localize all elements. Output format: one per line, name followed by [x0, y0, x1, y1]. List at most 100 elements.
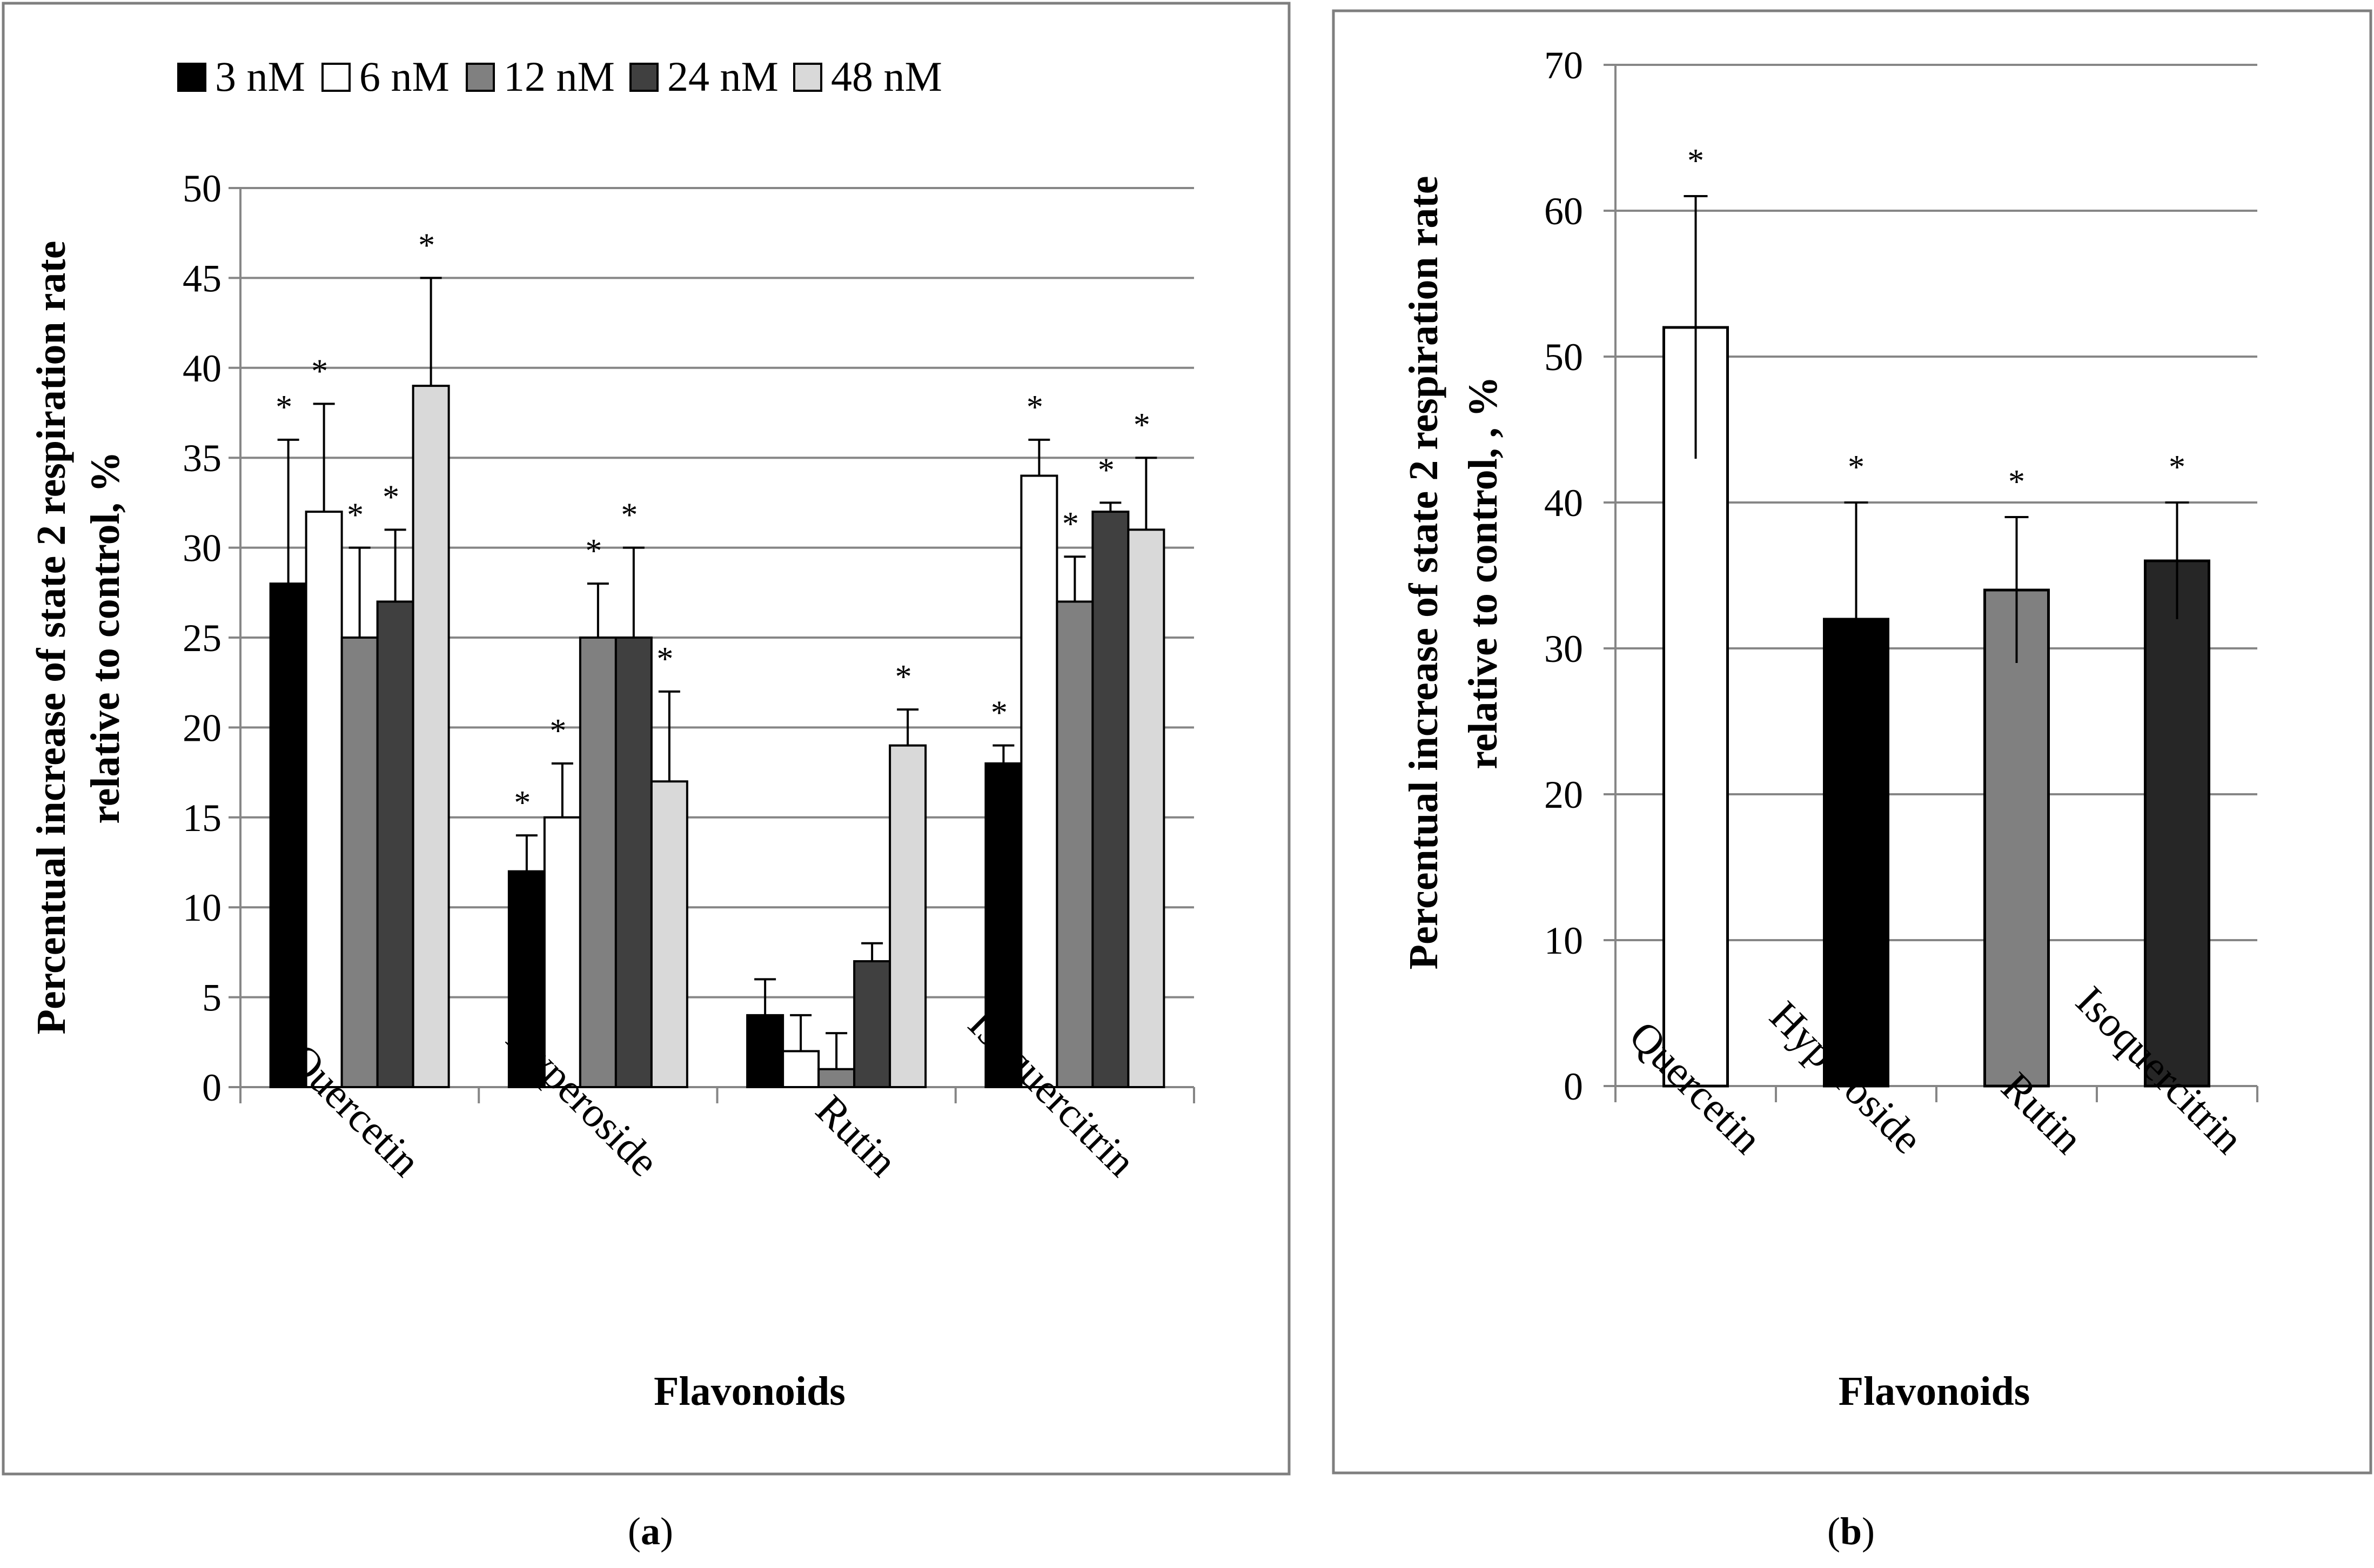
- legend-swatch: [466, 63, 495, 92]
- error-bar-hyperoside-24-nm: [622, 546, 645, 638]
- y-tick-label: 10: [1544, 919, 1583, 962]
- legend-item-6-nm: 6 nM: [321, 53, 450, 100]
- legend: 3 nM 6 nM 12 nM 24 nM 48 nM: [177, 53, 942, 100]
- y-axis-title: Percentual increase of state 2 respirati…: [29, 241, 128, 1035]
- significance-marker: *: [347, 497, 364, 534]
- y-tick-label: 70: [1544, 44, 1583, 87]
- legend-label: 3 nM: [215, 53, 305, 100]
- significance-marker: *: [1848, 449, 1865, 486]
- error-bar-hyperoside: [1844, 501, 1868, 736]
- legend-label: 24 nM: [667, 53, 779, 100]
- bar-quercetin-24-nm: [376, 600, 414, 1088]
- bar-quercetin-3-nm: [269, 582, 307, 1089]
- significance-marker: *: [418, 227, 435, 264]
- y-tick-label: 50: [183, 167, 222, 210]
- bar-isoquercitrin: [2144, 559, 2210, 1088]
- error-bar-hyperoside-12-nm: [587, 582, 609, 638]
- y-tick-label: 10: [183, 886, 222, 929]
- legend-swatch: [177, 63, 206, 92]
- panel-letter: a: [641, 1510, 660, 1553]
- bar-quercetin-12-nm: [340, 636, 379, 1088]
- error-bar-rutin-6-nm: [790, 1014, 812, 1051]
- bar-rutin-24-nm: [853, 960, 891, 1089]
- y-tick-label: 30: [183, 527, 222, 570]
- legend-item-3-nm: 3 nM: [177, 53, 305, 100]
- y-tick-label: 0: [202, 1066, 222, 1109]
- error-bar-isoquercitrin-48-nm: [1135, 457, 1157, 530]
- significance-marker: *: [549, 713, 566, 749]
- y-tick-label: 20: [183, 706, 222, 749]
- error-bar-hyperoside-6-nm: [551, 762, 573, 817]
- error-bar-isoquercitrin-24-nm: [1099, 501, 1122, 512]
- panel-b-label: (b): [1827, 1510, 1875, 1553]
- error-bar-quercetin: [1684, 195, 1708, 459]
- significance-marker: *: [621, 497, 638, 534]
- y-tick-label: 20: [1544, 773, 1583, 816]
- panel-a-label: (a): [628, 1510, 673, 1553]
- error-bar-hyperoside-3-nm: [515, 834, 538, 872]
- error-bar-isoquercitrin: [2165, 501, 2189, 619]
- bar-rutin-12-nm: [817, 1068, 856, 1088]
- error-bar-quercetin-3-nm: [277, 438, 299, 584]
- bar-quercetin-48-nm: [412, 385, 450, 1089]
- significance-marker: *: [2169, 449, 2185, 486]
- bar-rutin-48-nm: [889, 744, 927, 1089]
- error-bar-rutin-12-nm: [826, 1032, 848, 1069]
- significance-marker: *: [1062, 506, 1079, 542]
- legend-swatch: [793, 63, 822, 92]
- panel-letter: b: [1840, 1510, 1862, 1553]
- significance-marker: *: [514, 785, 531, 821]
- bar-hyperoside-48-nm: [650, 780, 688, 1088]
- legend-swatch: [321, 63, 351, 92]
- y-tick-label: 5: [202, 976, 222, 1020]
- significance-marker: *: [2008, 464, 2025, 500]
- legend-label: 48 nM: [831, 53, 942, 100]
- significance-marker: *: [383, 479, 399, 515]
- significance-marker: *: [276, 389, 292, 426]
- bar-rutin-6-nm: [782, 1050, 820, 1088]
- bar-rutin: [1983, 588, 2050, 1088]
- error-bar-quercetin-12-nm: [348, 546, 371, 638]
- error-bar-hyperoside-48-nm: [658, 690, 680, 782]
- error-bar-rutin-24-nm: [861, 942, 883, 962]
- significance-marker: *: [991, 695, 1008, 732]
- significance-marker: *: [1098, 452, 1115, 488]
- legend-swatch: [629, 63, 659, 92]
- legend-item-48-nm: 48 nM: [793, 53, 942, 100]
- y-tick-label: 60: [1544, 190, 1583, 233]
- bar-rutin-3-nm: [746, 1014, 784, 1088]
- bar-hyperoside-12-nm: [579, 636, 617, 1088]
- y-tick-label: 25: [183, 617, 222, 660]
- y-tick-label: 40: [183, 347, 222, 390]
- significance-marker: *: [585, 533, 602, 569]
- y-tick-label: 15: [183, 796, 222, 840]
- x-axis-title: Flavonoids: [1839, 1369, 2030, 1414]
- significance-marker: *: [656, 641, 673, 678]
- y-tick-label: 45: [183, 257, 222, 300]
- bar-hyperoside-6-nm: [543, 816, 581, 1089]
- y-tick-label: 35: [183, 437, 222, 480]
- y-tick-label: 50: [1544, 336, 1583, 379]
- error-bar-isoquercitrin-12-nm: [1064, 555, 1086, 602]
- bar-isoquercitrin-48-nm: [1127, 528, 1165, 1089]
- error-bar-quercetin-6-nm: [313, 403, 335, 512]
- error-bar-quercetin-24-nm: [384, 528, 406, 602]
- legend-item-12-nm: 12 nM: [466, 53, 615, 100]
- error-bar-isoquercitrin-3-nm: [992, 744, 1015, 763]
- error-bar-quercetin-48-nm: [420, 277, 442, 386]
- y-tick-label: 0: [1564, 1065, 1583, 1108]
- bar-isoquercitrin-6-nm: [1020, 474, 1058, 1088]
- bar-isoquercitrin-12-nm: [1056, 600, 1094, 1088]
- error-bar-rutin-48-nm: [897, 708, 919, 746]
- bar-hyperoside-24-nm: [614, 636, 653, 1088]
- significance-marker: *: [1027, 389, 1043, 426]
- legend-item-24-nm: 24 nM: [629, 53, 779, 100]
- y-tick-label: 40: [1544, 481, 1583, 525]
- y-tick-label: 30: [1544, 627, 1583, 671]
- legend-label: 12 nM: [504, 53, 615, 100]
- error-bar-rutin-3-nm: [754, 978, 776, 1015]
- significance-marker: *: [311, 353, 328, 390]
- error-bar-isoquercitrin-6-nm: [1028, 438, 1050, 476]
- y-axis-title: Percentual increase of state 2 respirati…: [1401, 176, 1506, 970]
